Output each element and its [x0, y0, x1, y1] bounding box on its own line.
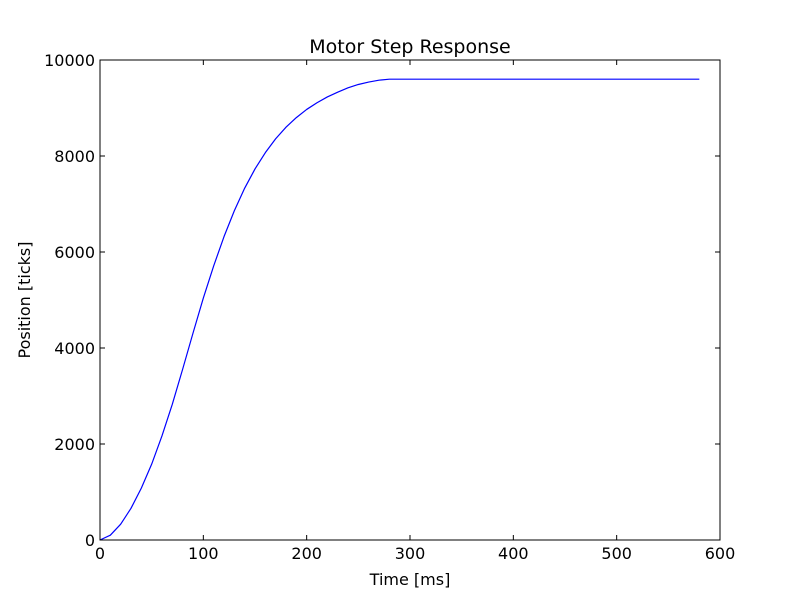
y-axis-title: Position [ticks]: [15, 242, 34, 359]
series-layer: [99, 78, 700, 541]
x-tick-label: 400: [498, 544, 529, 563]
x-tick-label: 600: [705, 544, 736, 563]
plot-frame: [99, 59, 721, 541]
y-tick-label: 0: [85, 531, 95, 550]
x-tick-label: 200: [291, 544, 322, 563]
y-tick-label: 10000: [44, 51, 95, 70]
x-axis-title: Time [ms]: [369, 570, 451, 589]
y-tick-label: 8000: [54, 147, 95, 166]
x-tick-label: 500: [601, 544, 632, 563]
y-tick-label: 2000: [54, 435, 95, 454]
y-tick-label: 6000: [54, 243, 95, 262]
x-tick-label: 100: [188, 544, 219, 563]
y-tick-label: 4000: [54, 339, 95, 358]
plot-background: [100, 60, 720, 540]
ticks-layer: 0 100 200 300 400 500 600020004000600080001000…: [44, 51, 735, 563]
x-tick-label: 0: [95, 544, 105, 563]
chart-title: Motor Step Response: [309, 36, 511, 58]
series-line: [99, 78, 700, 541]
x-tick-label: 300: [395, 544, 426, 563]
